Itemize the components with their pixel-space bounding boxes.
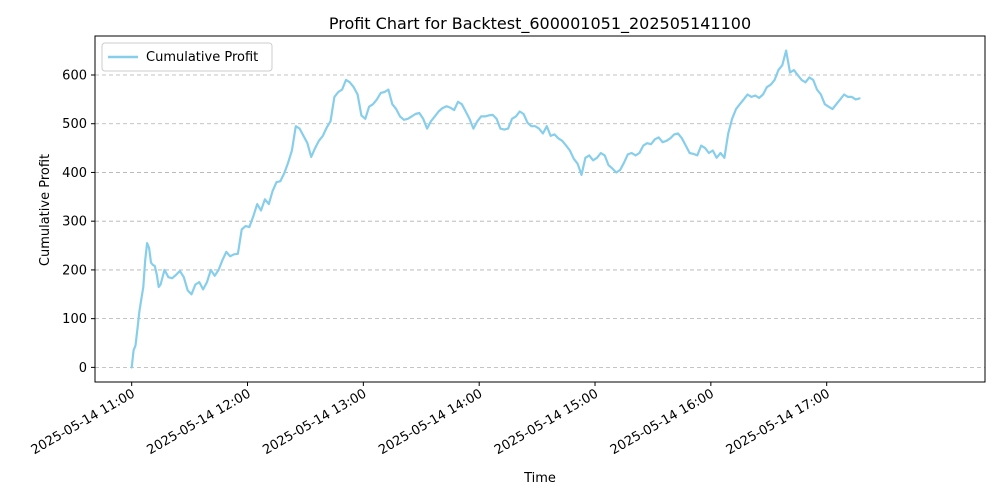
y-tick-label: 500: [62, 117, 87, 132]
chart-title: Profit Chart for Backtest_600001051_2025…: [329, 14, 751, 34]
gridlines: [95, 74, 985, 368]
y-tick-label: 400: [62, 166, 87, 181]
y-axis-label: Cumulative Profit: [38, 154, 53, 266]
legend: Cumulative Profit: [101, 42, 273, 72]
plot-frame: [94, 35, 986, 383]
y-tick-label: 200: [62, 263, 87, 278]
legend-label: Cumulative Profit: [146, 50, 258, 65]
y-tick-label: 0: [79, 361, 87, 376]
legend-box: [101, 42, 273, 72]
y-tick-label: 600: [62, 68, 87, 83]
y-tick-label: 300: [62, 215, 87, 230]
series-line-cumulative-profit: [130, 49, 861, 369]
x-axis-label: Time: [523, 471, 556, 486]
series-lines: [130, 49, 861, 369]
y-tick-label: 100: [62, 312, 87, 327]
y-axis-ticks: 0 100 200 300 400 500 600: [62, 68, 95, 376]
